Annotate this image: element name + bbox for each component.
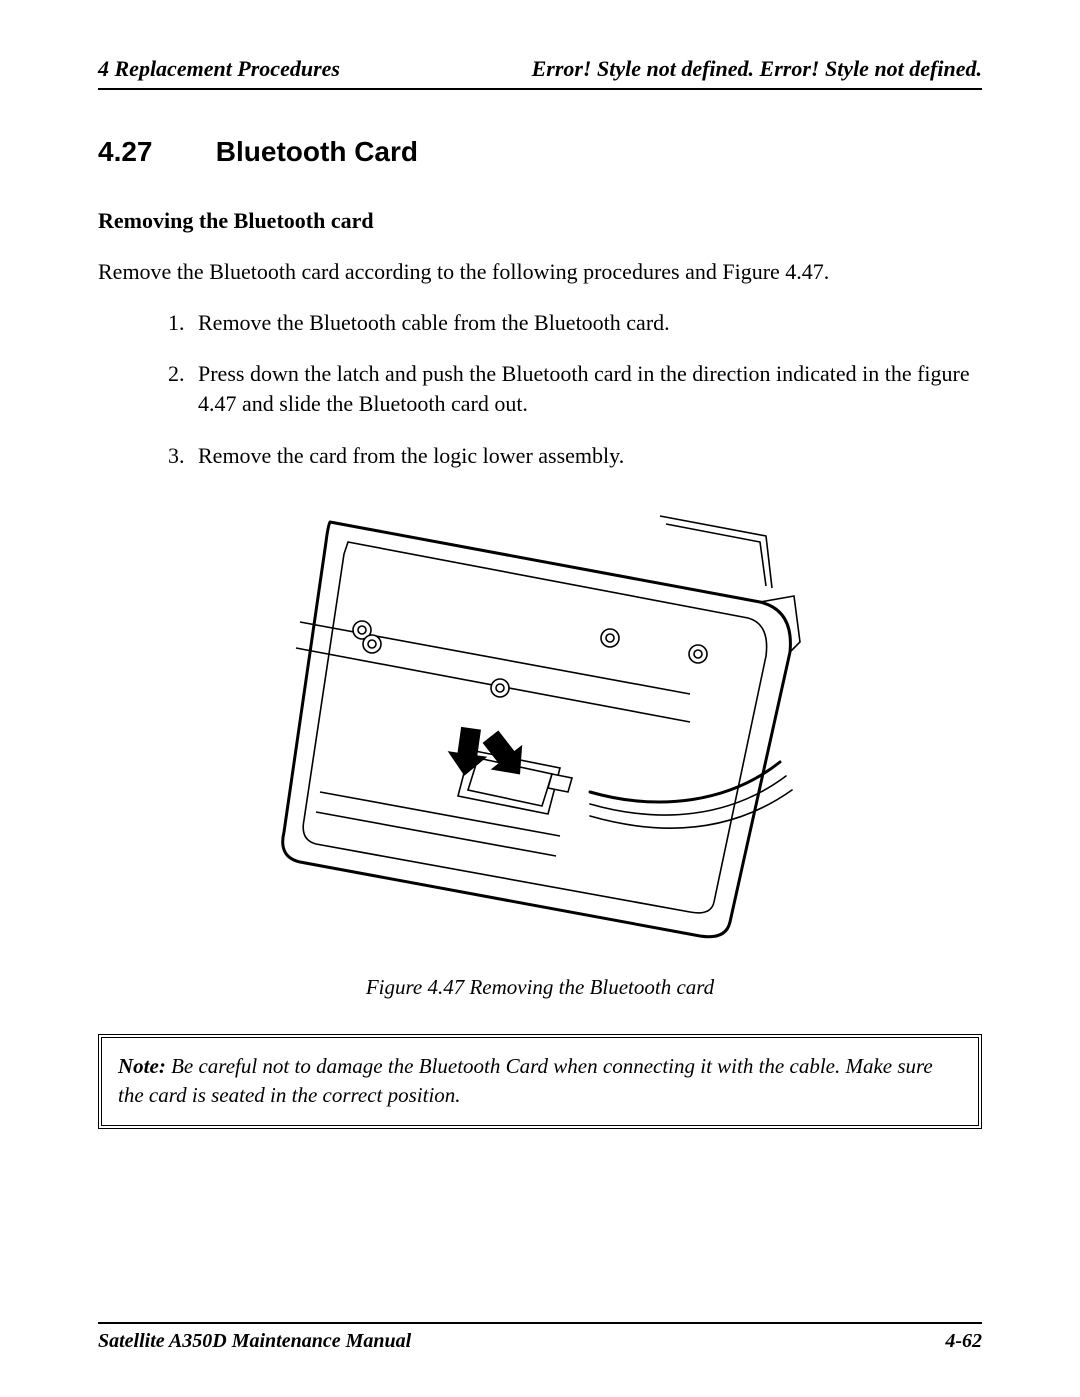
note-box: Note: Be careful not to damage the Bluet… (98, 1034, 982, 1129)
intro-paragraph: Remove the Bluetooth card according to t… (98, 258, 982, 286)
running-footer: Satellite A350D Maintenance Manual 4-62 (98, 1322, 982, 1353)
figure (98, 492, 982, 947)
footer-right: 4-62 (945, 1330, 982, 1353)
step-item: Remove the card from the logic lower ass… (190, 441, 982, 471)
section-title-text: Bluetooth Card (216, 136, 418, 167)
header-left: 4 Replacement Procedures (98, 56, 340, 82)
header-right: Error! Style not defined. Error! Style n… (532, 56, 982, 82)
running-header: 4 Replacement Procedures Error! Style no… (98, 56, 982, 90)
steps-list: Remove the Bluetooth cable from the Blue… (190, 308, 982, 471)
subheading: Removing the Bluetooth card (98, 208, 982, 234)
footer-left: Satellite A350D Maintenance Manual (98, 1330, 411, 1353)
figure-caption: Figure 4.47 Removing the Bluetooth card (98, 975, 982, 1000)
note-text: Be careful not to damage the Bluetooth C… (118, 1054, 933, 1106)
step-item: Press down the latch and push the Blueto… (190, 359, 982, 418)
section-heading: 4.27 Bluetooth Card (98, 136, 982, 168)
step-item: Remove the Bluetooth cable from the Blue… (190, 308, 982, 338)
section-number: 4.27 (98, 136, 208, 168)
figure-diagram (260, 492, 820, 942)
note-label: Note: (118, 1054, 166, 1078)
